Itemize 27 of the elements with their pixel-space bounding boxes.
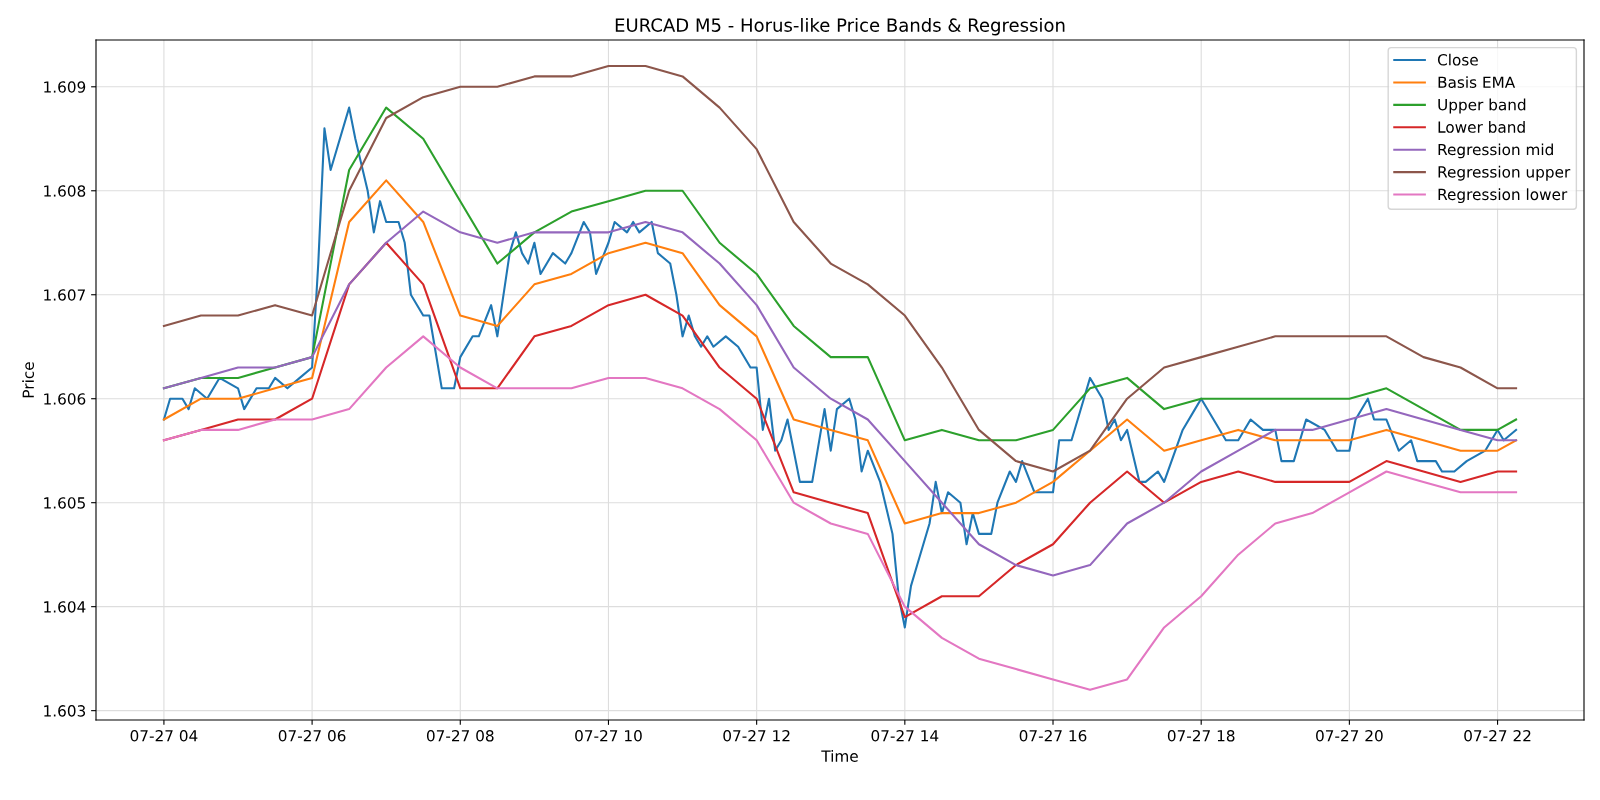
x-tick-label: 07-27 06 bbox=[278, 729, 346, 742]
y-tick-label: 1.603 bbox=[44, 705, 86, 717]
x-tick-label: 07-27 22 bbox=[1464, 729, 1531, 742]
legend-label: Close bbox=[1437, 53, 1478, 66]
x-tick-label: 07-27 16 bbox=[1019, 729, 1087, 742]
x-tick-label: 07-27 04 bbox=[130, 729, 198, 742]
legend-label: Regression upper bbox=[1438, 165, 1571, 181]
y-tick-label: 1.607 bbox=[44, 289, 85, 301]
legend-label: Basis EMA bbox=[1438, 76, 1516, 88]
legend-label: Lower band bbox=[1438, 121, 1525, 133]
y-axis-title: Price bbox=[22, 362, 35, 398]
x-tick-label: 07-27 14 bbox=[871, 729, 939, 742]
x-tick-label: 07-27 08 bbox=[426, 729, 494, 742]
y-tick-label: 1.605 bbox=[44, 497, 85, 509]
y-tick-label: 1.609 bbox=[44, 81, 86, 93]
x-tick-label: 07-27 12 bbox=[723, 729, 790, 742]
y-tick-label: 1.608 bbox=[44, 185, 86, 197]
x-tick-label: 07-27 20 bbox=[1316, 729, 1383, 742]
x-axis-title: Time bbox=[821, 750, 858, 762]
x-tick-label: 07-27 18 bbox=[1167, 729, 1235, 742]
x-tick-label: 07-27 10 bbox=[575, 729, 642, 742]
y-tick-label: 1.604 bbox=[44, 601, 86, 613]
y-tick-label: 1.606 bbox=[44, 393, 86, 405]
chart-title: EURCAD M5 - Horus-like Price Bands & Regression bbox=[615, 17, 1065, 36]
legend-label: Regression mid bbox=[1438, 143, 1553, 159]
legend-label: Upper band bbox=[1438, 98, 1526, 114]
legend-label: Regression lower bbox=[1438, 188, 1568, 204]
